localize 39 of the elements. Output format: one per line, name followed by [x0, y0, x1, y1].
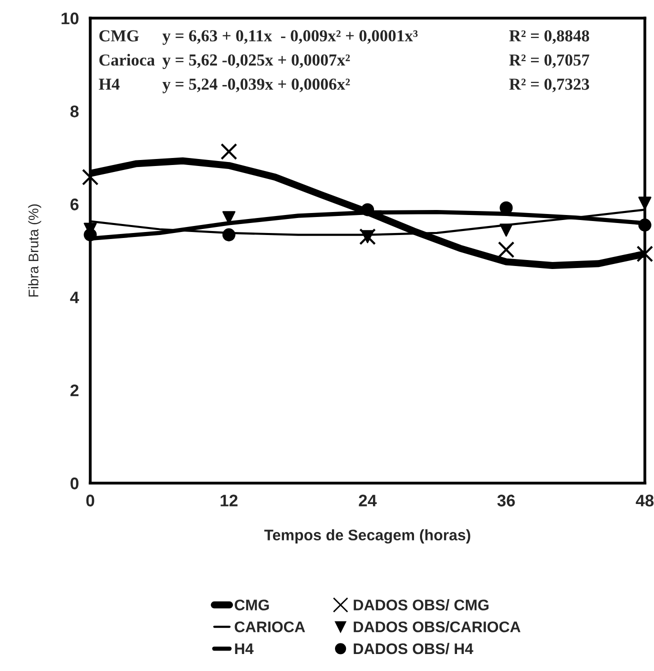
annotation: R² = 0,7323	[509, 78, 590, 92]
x-tick-label: 48	[636, 494, 654, 506]
y-tick-label: 4	[70, 292, 80, 304]
point	[500, 224, 513, 237]
point	[638, 218, 652, 232]
point	[361, 203, 374, 216]
x-tick-label: 12	[220, 494, 238, 506]
legend-label: CMG	[234, 600, 269, 610]
y-tick-label: 8	[70, 106, 79, 118]
x-tick-label: 24	[358, 494, 377, 506]
legend-label: DADOS OBS/ CMG	[354, 599, 488, 611]
legend-label: CARIOCA	[234, 621, 306, 632]
y-tick-label: 0	[70, 478, 78, 490]
annotation: R² = 0,8848	[509, 30, 590, 44]
point	[82, 168, 99, 186]
point	[84, 228, 97, 242]
annotation: y = 5,24 -0,039x + 0,0006x²	[162, 78, 350, 94]
y-axis-title: Fibra Bruta (%)	[28, 204, 42, 297]
x-tick-label: 0	[86, 494, 94, 506]
annotation: y = 5,62 -0,025x + 0,0007x²	[162, 54, 350, 70]
y-tick-label: 10	[62, 12, 78, 24]
legend-label: DADOS OBS/CARIOCA	[354, 621, 520, 632]
y-tick-label: 6	[70, 198, 79, 210]
y-tick-label: 2	[70, 384, 78, 396]
annotation: Carioca	[99, 54, 155, 66]
x-tick-label: 36	[497, 494, 515, 506]
x-axis-title: Tempos de Secagem (horas)	[264, 529, 470, 544]
legend-label: DADOS OBS/ H4	[354, 642, 474, 654]
legend-label: H4	[235, 643, 254, 654]
point	[636, 246, 654, 262]
annotation: H4	[98, 78, 120, 90]
point	[498, 241, 515, 258]
annotation: y = 6,63 + 0,11x - 0,009x² + 0,0001x³	[162, 30, 418, 45]
point	[222, 228, 236, 242]
point	[500, 201, 513, 214]
annotation: R² = 0,7057	[509, 54, 590, 68]
annotation: CMG	[99, 30, 139, 42]
point	[220, 143, 238, 160]
point	[638, 196, 652, 210]
